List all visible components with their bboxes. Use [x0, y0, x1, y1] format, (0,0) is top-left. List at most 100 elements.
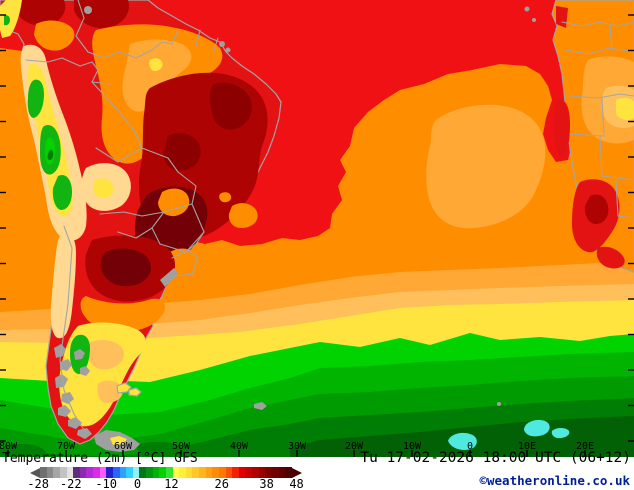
gulf-of-guinea-islands	[497, 6, 536, 406]
chile-cream-strip	[50, 231, 76, 339]
country-borders	[25, 0, 219, 431]
colombia-andes-green	[4, 15, 10, 26]
colorbar-segment	[46, 467, 54, 478]
colorbar-tick-label: -28	[27, 477, 49, 490]
colombia-andes-strip	[0, 0, 22, 38]
falkland-islands	[116, 382, 142, 397]
patagonia-pale-patches	[88, 340, 124, 403]
colorbar-segment	[172, 467, 180, 478]
tierra-del-fuego-interior	[110, 436, 127, 445]
colorbar-segment	[185, 467, 193, 478]
colorbar-segment	[119, 467, 127, 478]
colorbar-right-arrow-icon	[292, 467, 302, 478]
bolivia-yellow-speck	[93, 178, 114, 198]
colorbar-segment	[179, 467, 186, 478]
colorbar-tick-label: -10	[95, 477, 117, 490]
colorbar-segment	[271, 467, 279, 478]
africa-borders	[561, 21, 634, 219]
atlantic-warm-pocket	[426, 104, 546, 229]
se-brazil-orange-spots	[158, 188, 258, 228]
longitude-labels: 80W 70W 60W 50W 40W 30W 20W 10W 0 10E 20E	[0, 441, 594, 457]
colorbar-labels: -28 -22 -10 0 12 26 38 48	[27, 477, 304, 490]
colombia-orange-patch	[34, 20, 75, 51]
colorbar-tick-label: -22	[59, 477, 82, 490]
longitude-label: 60W	[114, 441, 133, 452]
colorbar-tick-label: 48	[289, 477, 304, 490]
colorbar-segment	[59, 467, 67, 478]
amazon-delta	[84, 6, 231, 53]
colorbar-segment	[265, 467, 272, 478]
longitude-label: 40W	[230, 441, 249, 452]
colorbar-segment	[192, 467, 199, 478]
map-area: 80W 70W 60W 50W 40W 30W 20W 10W 0 10E 20E	[0, 0, 634, 457]
amazon-yellow-speck	[149, 58, 163, 71]
longitude-label: 20W	[345, 441, 364, 452]
colorbar-segment	[218, 467, 226, 478]
colorbar-segment	[40, 467, 47, 478]
longitude-label: 20E	[576, 441, 594, 452]
colorbar-segments	[40, 467, 292, 478]
africa	[497, 0, 634, 406]
temperature-map: 80W 70W 60W 50W 40W 30W 20W 10W 0 10E 20E	[0, 0, 634, 457]
andes-green-patches	[27, 79, 72, 210]
colorbar-segment	[79, 467, 87, 478]
africa-coast-hot-strips	[554, 6, 570, 156]
colorbar-segment	[126, 467, 133, 478]
map-title: Temperature (2m) [°C] GFS	[2, 451, 198, 466]
longitude-label: 80W	[0, 441, 18, 452]
south-georgia-island	[254, 402, 267, 410]
colorbar-segment	[73, 467, 80, 478]
longitude-label: 10E	[518, 441, 536, 452]
namibia-hotter-core	[584, 194, 609, 224]
temperature-colorbar	[30, 467, 302, 478]
colorbar-segment	[258, 467, 266, 478]
colorbar-tick-label: 12	[164, 477, 179, 490]
colorbar-segment	[93, 467, 100, 478]
colorbar-segment	[112, 467, 120, 478]
longitude-label: 30W	[288, 441, 307, 452]
africa-yellow-patch	[616, 97, 634, 121]
colorbar-segment	[53, 467, 60, 478]
colorbar-segment	[212, 467, 219, 478]
colorbar-segment	[199, 467, 206, 478]
colorbar-segment	[238, 467, 246, 478]
colorbar-segment	[132, 467, 140, 478]
rio-de-la-plata	[160, 268, 178, 287]
colorbar-segment	[225, 467, 233, 478]
colorbar-segment	[152, 467, 160, 478]
ocean-layers	[0, 0, 634, 457]
colorbar-segment	[165, 467, 173, 478]
colorbar-segment	[285, 467, 292, 478]
longitude-label: 50W	[172, 441, 191, 452]
colorbar-segment	[205, 467, 213, 478]
colorbar-segment	[99, 467, 107, 478]
colorbar-segment	[245, 467, 252, 478]
green-patch-bottom-left	[1, 441, 186, 457]
colorbar-left-arrow-icon	[30, 467, 40, 478]
longitude-label: 0	[467, 441, 473, 452]
brazil-hotter-patches	[163, 82, 252, 171]
longitude-label: 70W	[57, 441, 76, 452]
colorbar-segment	[278, 467, 286, 478]
colorbar-segment	[146, 467, 153, 478]
colorbar-segment	[159, 467, 166, 478]
namibia-hot-blob	[572, 179, 625, 269]
colorbar-segment	[232, 467, 239, 478]
colorbar-segment	[86, 467, 93, 478]
cyan-cold-pockets	[448, 420, 570, 450]
map-datetime: Tu 17-02-2026 18:00 UTC (06+12)	[360, 450, 631, 466]
colorbar-segment	[139, 467, 146, 478]
colorbar-tick-label: 38	[259, 477, 274, 490]
colorbar-segment	[66, 467, 74, 478]
longitude-label: 10W	[403, 441, 422, 452]
patagonia-fjords-gray	[54, 344, 92, 439]
colorbar-tick-label: 26	[214, 477, 229, 490]
south-america	[0, 0, 282, 452]
watermark: ©weatheronline.co.uk	[479, 473, 630, 488]
colorbar-tick-label: 0	[133, 477, 142, 490]
latitude-ticks	[0, 14, 634, 442]
pampas-maroon-core	[100, 248, 151, 287]
colorbar-segment	[106, 467, 113, 478]
amazon-light-core	[122, 39, 192, 112]
